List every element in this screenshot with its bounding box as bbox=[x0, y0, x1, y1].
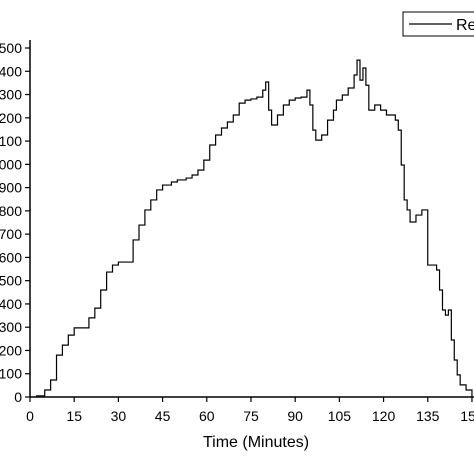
y-tick-label: 900 bbox=[0, 180, 22, 196]
x-tick-label: 15 bbox=[66, 408, 82, 424]
x-tick-label: 135 bbox=[416, 408, 440, 424]
y-tick-label: 1100 bbox=[0, 133, 22, 149]
x-tick-label: 30 bbox=[111, 408, 127, 424]
series-line bbox=[35, 59, 473, 397]
y-tick-label: 200 bbox=[0, 342, 22, 358]
x-tick-label: 60 bbox=[199, 408, 215, 424]
x-tick-label: 0 bbox=[26, 408, 34, 424]
y-tick-label: 600 bbox=[0, 249, 22, 265]
y-tick-label: 1000 bbox=[0, 156, 22, 172]
y-tick-label: 1500 bbox=[0, 40, 22, 56]
y-tick-label: 800 bbox=[0, 203, 22, 219]
x-tick-label: 150 bbox=[460, 408, 474, 424]
y-tick-label: 700 bbox=[0, 226, 22, 242]
y-tick-label: 400 bbox=[0, 296, 22, 312]
y-tick-label: 1300 bbox=[0, 87, 22, 103]
y-tick-label: 100 bbox=[0, 366, 22, 382]
x-tick-label: 45 bbox=[155, 408, 171, 424]
y-tick-label: 1400 bbox=[0, 63, 22, 79]
x-tick-label: 75 bbox=[243, 408, 259, 424]
y-tick-label: 500 bbox=[0, 273, 22, 289]
x-axis-label: Time (Minutes) bbox=[203, 434, 309, 451]
y-tick-label: 0 bbox=[14, 389, 22, 405]
x-tick-label: 90 bbox=[287, 408, 303, 424]
x-tick-label: 120 bbox=[372, 408, 396, 424]
legend-label: Re bbox=[456, 17, 474, 34]
y-tick-label: 300 bbox=[0, 319, 22, 335]
y-tick-label: 1200 bbox=[0, 110, 22, 126]
x-tick-label: 105 bbox=[328, 408, 352, 424]
